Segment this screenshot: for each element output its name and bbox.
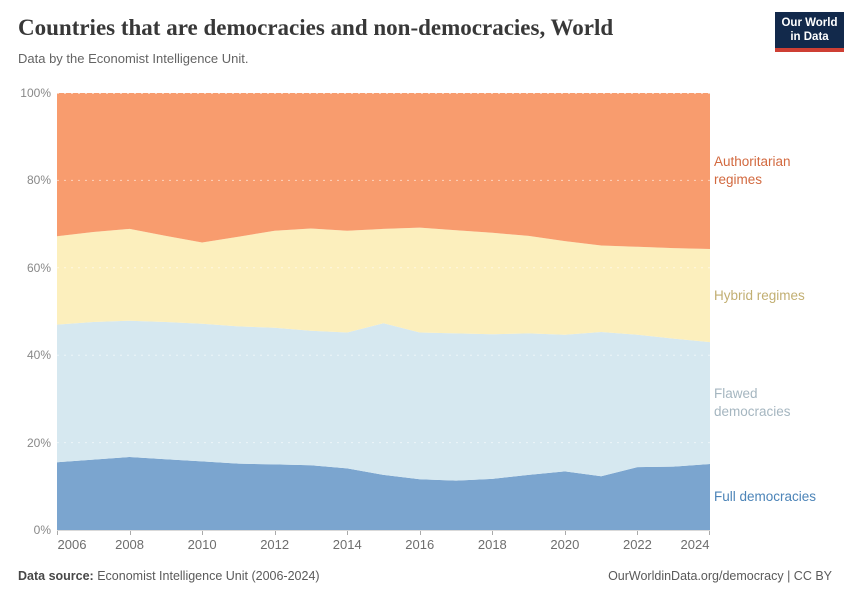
x-axis-label-2020: 2020 — [550, 537, 580, 552]
owid-credit-link[interactable]: OurWorldinData.org/democracy | CC BY — [608, 569, 832, 583]
x-tick-2014 — [347, 530, 349, 535]
owid-logo-line2: in Data — [790, 31, 829, 43]
x-tick-2010 — [202, 530, 204, 535]
y-axis-label-60%: 60% — [26, 260, 51, 275]
owid-logo[interactable]: Our World in Data — [775, 12, 844, 52]
area-hybrid-regimes — [57, 227, 710, 343]
x-axis-baseline — [57, 530, 710, 531]
x-tick-2012 — [274, 530, 276, 535]
data-source-label: Data source: — [18, 569, 94, 583]
x-tick-2006 — [57, 530, 58, 535]
data-source-text: Economist Intelligence Unit (2006-2024) — [97, 569, 320, 583]
x-tick-2018 — [492, 530, 494, 535]
area-full-democracies — [57, 457, 710, 530]
x-axis-label-2024: 2024 — [680, 537, 710, 552]
y-axis-label-40%: 40% — [26, 348, 51, 363]
stacked-area-plot — [57, 93, 710, 530]
x-axis-label-2022: 2022 — [622, 537, 652, 552]
x-tick-2024 — [709, 530, 710, 535]
legend-hybrid-regimes[interactable]: Hybrid regimes — [714, 287, 805, 303]
y-axis-label-80%: 80% — [26, 173, 51, 188]
x-axis-label-2006: 2006 — [57, 537, 87, 552]
y-axis-label-20%: 20% — [26, 435, 51, 450]
chart-subtitle: Data by the Economist Intelligence Unit. — [18, 51, 249, 66]
x-tick-2016 — [419, 530, 421, 535]
chart-footer: Data source: Economist Intelligence Unit… — [18, 569, 832, 583]
legend-full-democracies[interactable]: Full democracies — [714, 489, 817, 504]
data-source-note: Data source: Economist Intelligence Unit… — [18, 569, 320, 583]
x-axis-label-2010: 2010 — [187, 537, 217, 552]
x-axis-label-2012: 2012 — [260, 537, 290, 552]
owid-logo-line1: Our World — [781, 17, 838, 29]
x-axis-label-2014: 2014 — [332, 537, 362, 552]
y-axis-label-100%: 100% — [20, 86, 51, 100]
x-tick-2008 — [129, 530, 131, 535]
area-authoritarian-regimes — [57, 93, 710, 249]
x-tick-2022 — [637, 530, 639, 535]
legend-flawed-democracies[interactable]: Flawed democracies — [714, 386, 791, 420]
y-axis-label-0%: 0% — [33, 523, 51, 537]
x-tick-2020 — [564, 530, 566, 535]
legend-authoritarian-regimes[interactable]: Authoritarian regimes — [714, 154, 791, 187]
x-axis-label-2016: 2016 — [405, 537, 435, 552]
x-axis-label-2018: 2018 — [477, 537, 507, 552]
page-title: Countries that are democracies and non-d… — [18, 15, 614, 40]
area-flawed-democracies — [57, 320, 710, 481]
x-axis-label-2008: 2008 — [115, 537, 145, 552]
